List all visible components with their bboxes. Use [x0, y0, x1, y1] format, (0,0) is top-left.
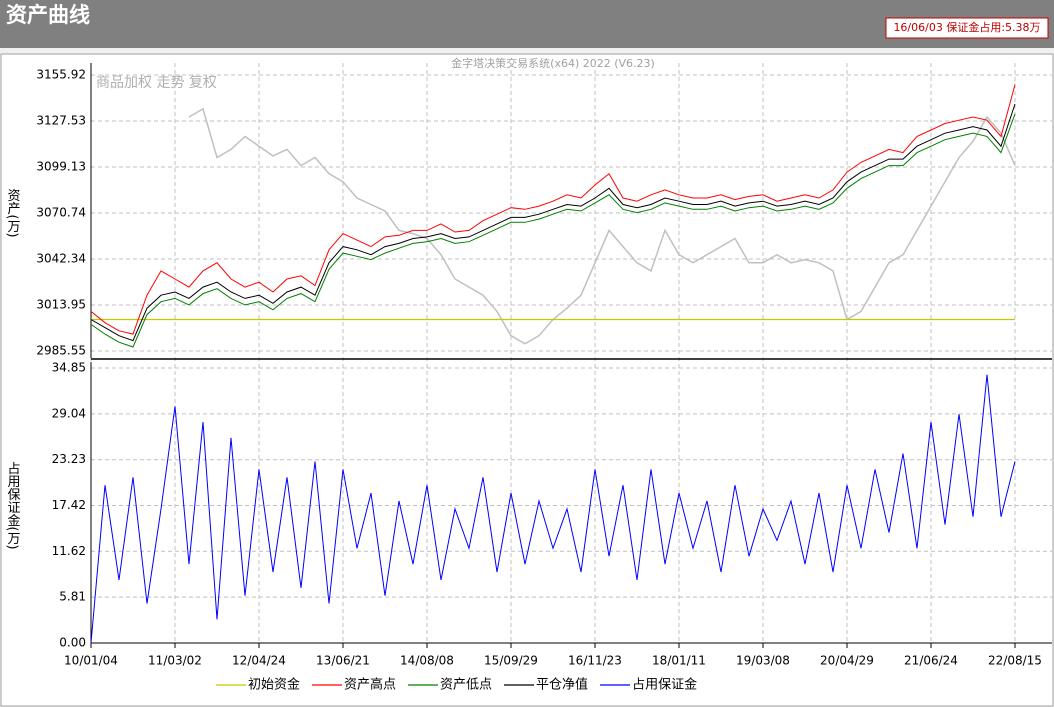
- chart-title: 金字塔决策交易系统(x64) 2022 (V6.23): [451, 56, 655, 70]
- title-bar: [0, 0, 1054, 48]
- series-line: [90, 103, 1016, 342]
- x-tick-label: 12/04/24: [232, 654, 286, 668]
- x-tick-label: 11/03/02: [148, 654, 202, 668]
- y-tick-label: 3155.92: [36, 68, 86, 82]
- y-tick-label: 3099.13: [36, 160, 86, 174]
- legend-label: 资产高点: [344, 677, 396, 693]
- legend-label: 占用保证金: [632, 677, 697, 693]
- info-box: [885, 17, 1049, 39]
- y-tick-label: 3042.34: [36, 252, 86, 266]
- window-title: 资产曲线: [6, 3, 90, 27]
- y-tick-label: 5.81: [59, 590, 86, 604]
- legend-label: 资产低点: [440, 678, 492, 693]
- chart-panel: [0, 53, 1054, 707]
- legend-label: 平仓净值: [536, 677, 588, 693]
- x-tick-label: 15/09/29: [484, 654, 538, 668]
- y-tick-label: 3127.53: [36, 113, 86, 127]
- y-tick-label: 3013.95: [36, 297, 86, 311]
- x-tick-label: 14/08/08: [400, 654, 454, 668]
- y-tick-label: 34.85: [52, 361, 86, 375]
- reference-label: 商品加权 走势 复权: [96, 74, 217, 91]
- y-tick-label: 11.62: [52, 544, 86, 558]
- y-tick-label: 0.00: [59, 636, 86, 650]
- series-line: [90, 374, 1016, 644]
- y-axis-label: 资产(万): [5, 188, 21, 237]
- y-tick-label: 2985.55: [36, 344, 86, 358]
- y-tick-label: 17.42: [52, 498, 86, 512]
- y-axis-label: 占用保证金(万): [5, 461, 21, 549]
- y-tick-label: 23.23: [52, 452, 86, 466]
- x-tick-label: 13/06/21: [316, 654, 370, 668]
- info-text: 16/06/03 保证金占用:5.38万: [893, 20, 1040, 34]
- x-tick-label: 16/11/23: [568, 654, 622, 668]
- x-tick-label: 21/06/24: [904, 654, 958, 668]
- x-tick-label: 18/01/11: [652, 654, 706, 668]
- x-tick-label: 10/01/04: [64, 654, 118, 668]
- y-tick-label: 3070.74: [36, 205, 86, 219]
- series-line: [90, 84, 1016, 335]
- x-tick-label: 20/04/29: [820, 654, 874, 668]
- x-tick-label: 19/03/08: [736, 654, 790, 668]
- series-line: [90, 113, 1016, 348]
- legend-label: 初始资金: [248, 677, 300, 693]
- y-tick-label: 29.04: [52, 406, 86, 420]
- reference-line: [188, 107, 1016, 345]
- x-tick-label: 22/08/15: [988, 654, 1042, 668]
